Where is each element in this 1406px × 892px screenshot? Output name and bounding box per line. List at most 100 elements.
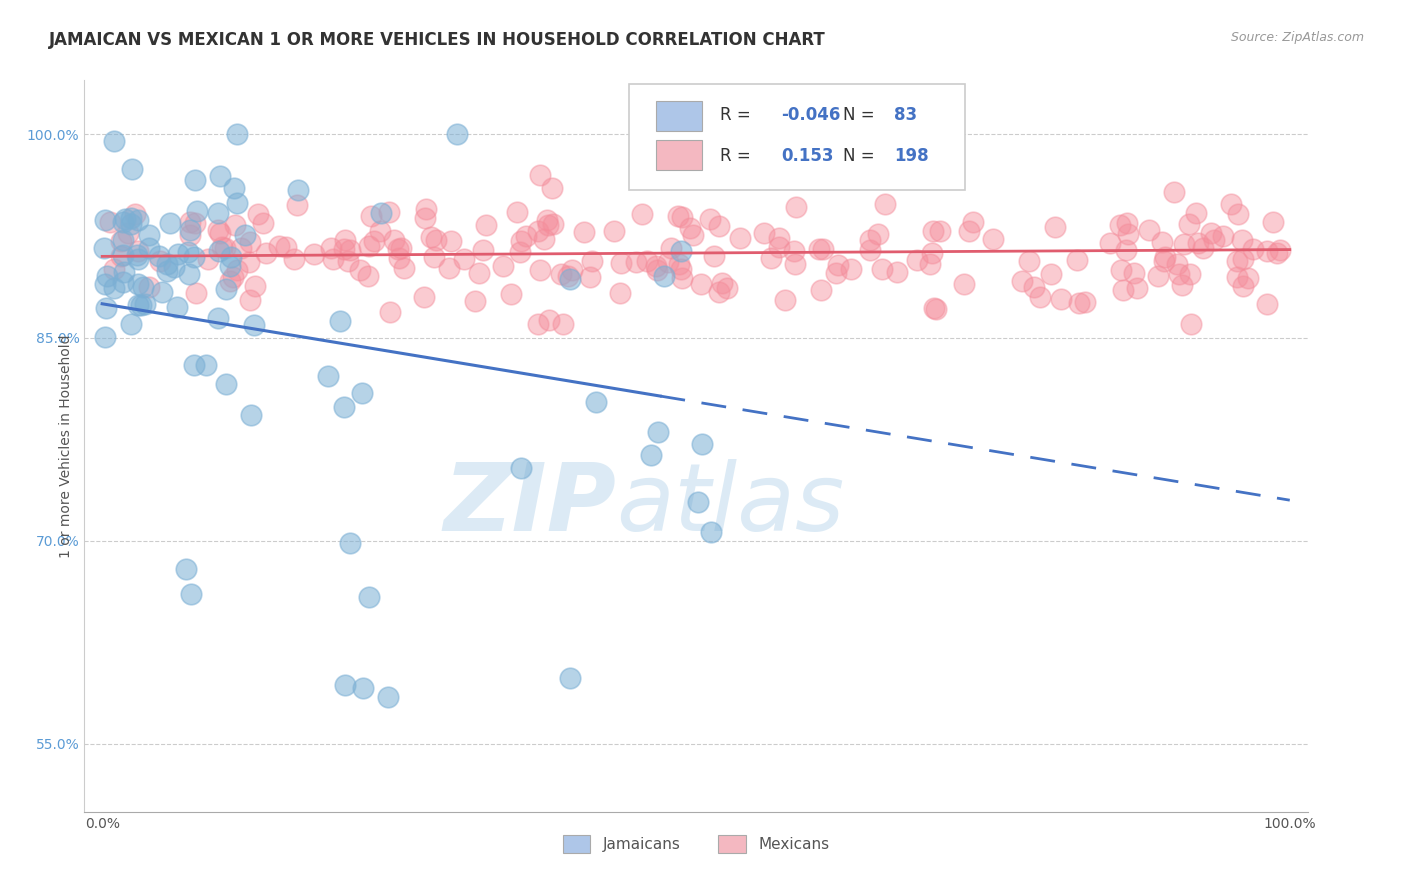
Point <box>858 244 880 258</box>
Point <box>127 298 149 312</box>
Point <box>609 285 631 300</box>
Point <box>420 230 443 244</box>
Point <box>186 204 208 219</box>
Point <box>96 301 118 316</box>
Point <box>957 224 980 238</box>
Point <box>124 207 146 221</box>
Point <box>413 290 436 304</box>
Point <box>631 207 654 221</box>
Point <box>811 243 834 257</box>
Point <box>446 128 468 142</box>
Point <box>537 313 560 327</box>
Point <box>603 224 626 238</box>
Point <box>287 184 309 198</box>
Point <box>138 241 160 255</box>
Point <box>1066 252 1088 267</box>
Point <box>138 280 160 294</box>
Point <box>245 278 267 293</box>
Point <box>1232 233 1254 247</box>
Point <box>239 235 262 250</box>
Point <box>1267 246 1289 260</box>
Point <box>810 283 832 297</box>
Point <box>242 318 264 332</box>
Point <box>509 244 531 259</box>
Point <box>387 242 409 256</box>
Point <box>378 304 401 318</box>
Point <box>501 286 523 301</box>
Point <box>873 197 896 211</box>
Point <box>1112 283 1135 297</box>
Point <box>688 494 710 508</box>
Point <box>610 256 633 270</box>
Point <box>167 246 190 260</box>
Point <box>773 293 796 307</box>
Point <box>541 181 564 195</box>
Point <box>148 249 170 263</box>
Point <box>349 262 371 277</box>
Point <box>1241 243 1264 257</box>
Point <box>647 425 669 440</box>
Point <box>333 233 356 247</box>
Point <box>149 254 172 268</box>
Point <box>1185 206 1208 220</box>
Point <box>579 269 602 284</box>
Point <box>110 234 132 248</box>
Point <box>981 231 1004 245</box>
Point <box>209 227 232 241</box>
Point <box>239 293 262 307</box>
Point <box>238 255 260 269</box>
Point <box>304 247 326 261</box>
Point <box>177 244 200 259</box>
Point <box>1123 266 1146 280</box>
Point <box>103 262 125 277</box>
Point <box>561 262 583 277</box>
Point <box>690 277 713 291</box>
Point <box>1180 317 1202 331</box>
Point <box>1173 237 1195 252</box>
Point <box>179 223 201 237</box>
Point <box>645 260 668 274</box>
Point <box>110 249 132 263</box>
Point <box>1226 253 1249 268</box>
Point <box>515 228 537 243</box>
Point <box>1039 268 1062 282</box>
Point <box>1153 254 1175 268</box>
Point <box>229 241 252 255</box>
Point <box>197 252 219 267</box>
Point <box>283 252 305 267</box>
Point <box>1126 280 1149 294</box>
Point <box>357 239 380 253</box>
Point <box>388 251 411 265</box>
Point <box>127 252 149 267</box>
Point <box>754 226 776 240</box>
Point <box>183 250 205 264</box>
Text: JAMAICAN VS MEXICAN 1 OR MORE VEHICLES IN HOUSEHOLD CORRELATION CHART: JAMAICAN VS MEXICAN 1 OR MORE VEHICLES I… <box>49 31 825 49</box>
Point <box>335 678 357 692</box>
Text: N =: N = <box>842 106 880 124</box>
Text: N =: N = <box>842 146 880 165</box>
Point <box>233 228 256 243</box>
Point <box>709 285 731 300</box>
Point <box>682 228 704 243</box>
Point <box>533 232 555 246</box>
Point <box>1232 278 1254 293</box>
Point <box>785 200 807 214</box>
Point <box>1168 267 1191 281</box>
Point <box>224 218 246 232</box>
Point <box>336 254 359 268</box>
Point <box>98 214 121 228</box>
Point <box>921 224 943 238</box>
Point <box>1261 215 1284 229</box>
Point <box>453 252 475 266</box>
Point <box>1154 251 1177 265</box>
Point <box>716 281 738 295</box>
Point <box>247 207 270 221</box>
Point <box>357 268 380 283</box>
Point <box>225 263 247 277</box>
Point <box>1178 217 1201 231</box>
Point <box>825 266 848 280</box>
Point <box>1074 294 1097 309</box>
Point <box>652 268 675 283</box>
Point <box>423 251 446 265</box>
Text: R =: R = <box>720 106 756 124</box>
